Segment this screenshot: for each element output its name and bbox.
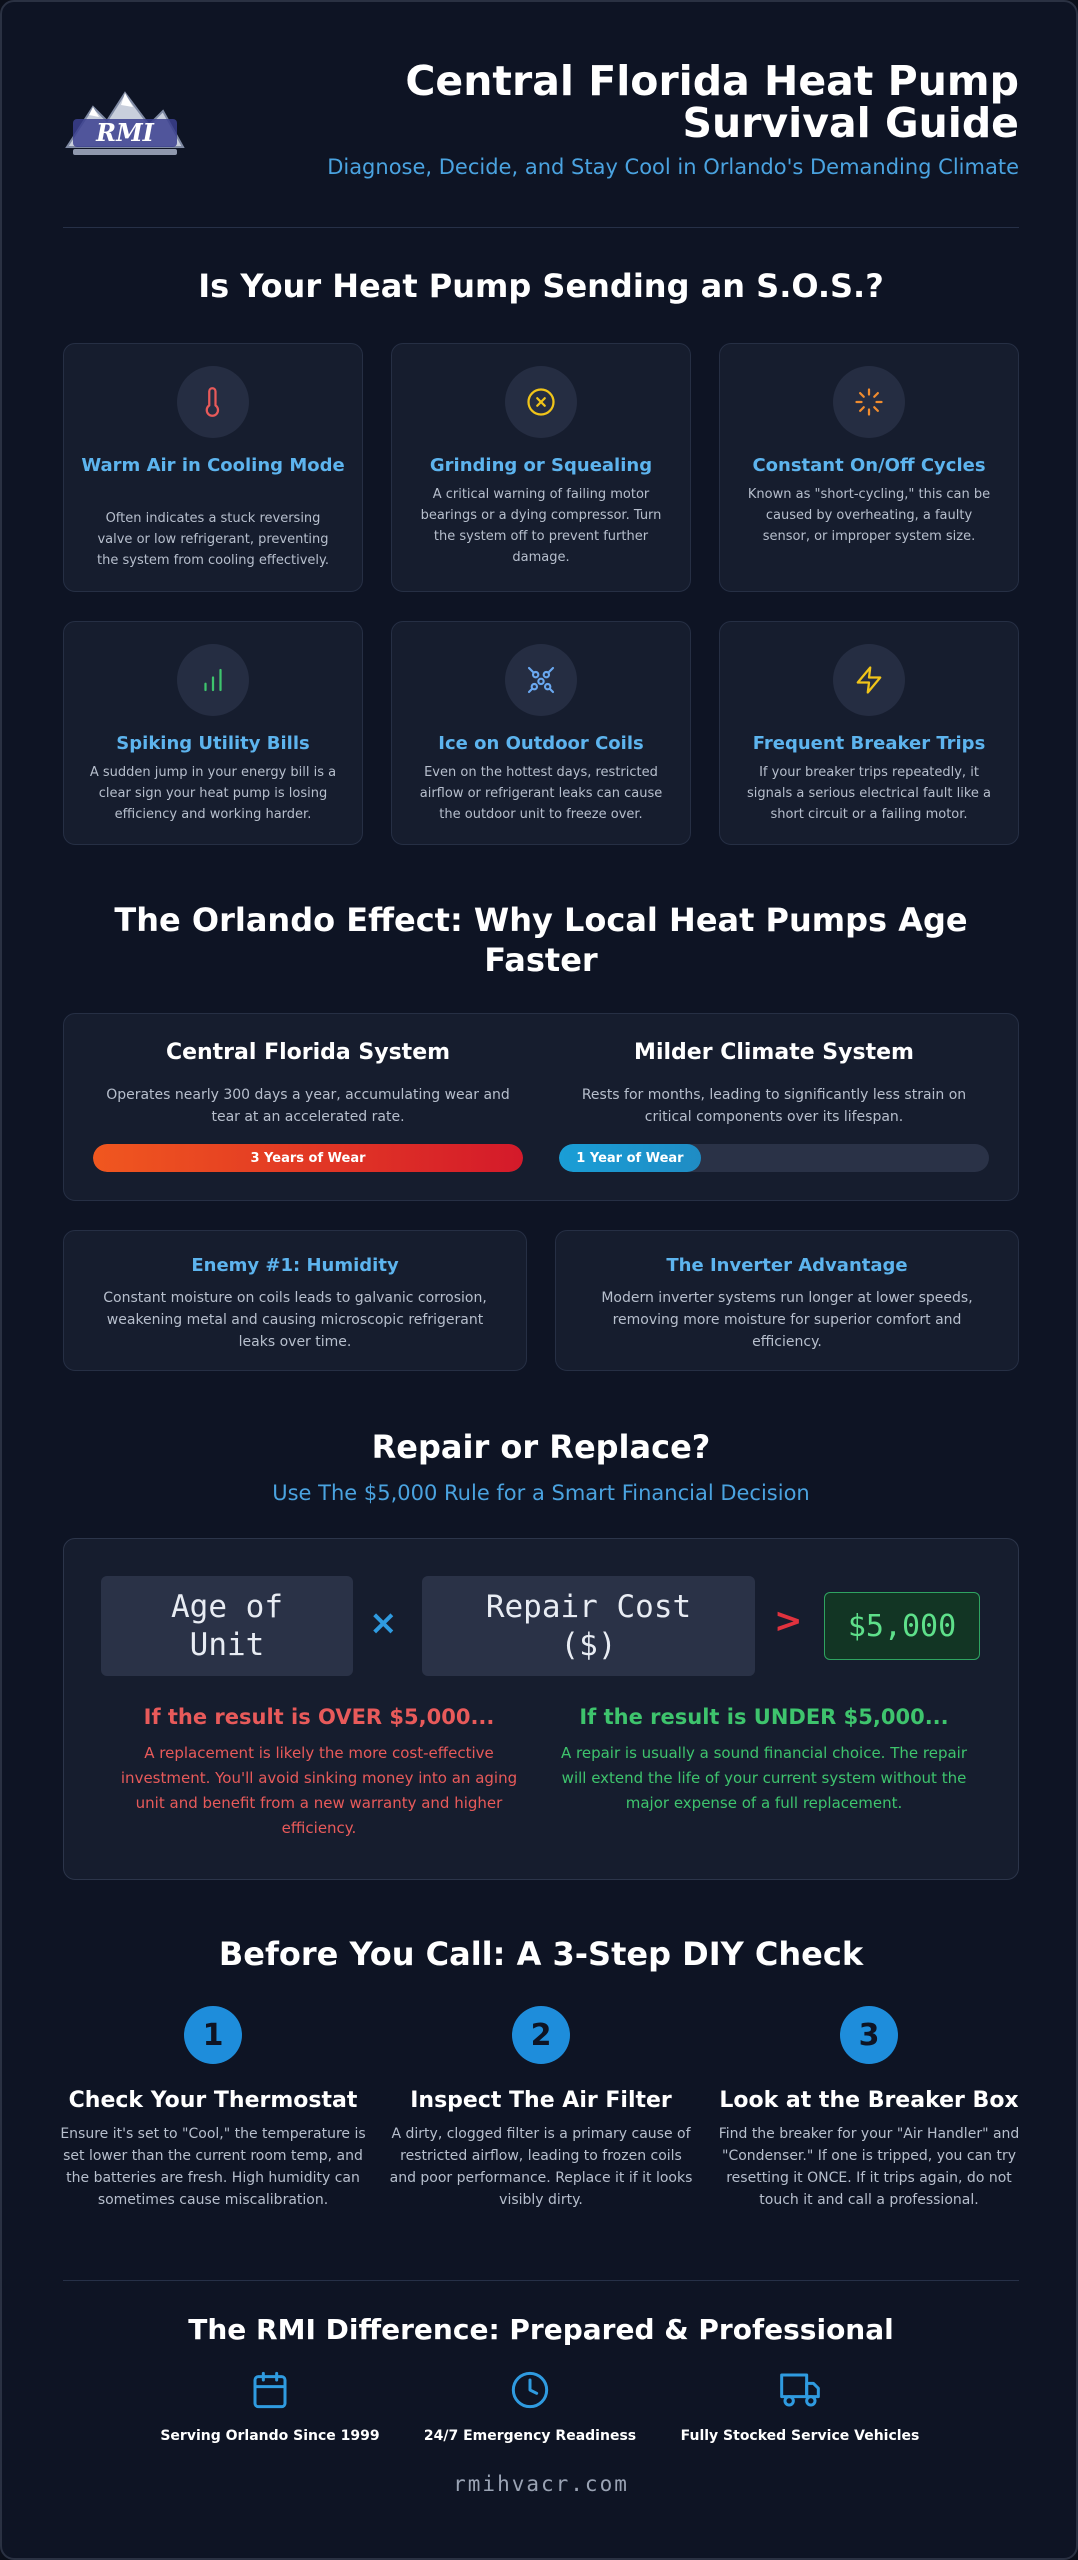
difference-label: Fully Stocked Service Vehicles [680,2428,920,2444]
over-result: If the result is OVER $5,000... A replac… [104,1705,534,1841]
step-title: Inspect The Air Filter [410,2088,672,2113]
snowflake-icon [505,644,577,716]
milder-wear-bar: 1 Year of Wear [559,1144,989,1172]
x-circle-icon [505,366,577,438]
symptom-description: If your breaker trips repeatedly, it sig… [747,765,991,822]
emergency-item: 24/7 Emergency Readiness [400,2370,660,2444]
threshold-box: $5,000 [824,1592,980,1660]
inverter-box: The Inverter Advantage Modern inverter s… [555,1230,1019,1371]
humidity-box: Enemy #1: Humidity Constant moisture on … [63,1230,527,1371]
rmi-logo: RMI [63,85,187,161]
vehicles-item: Fully Stocked Service Vehicles [670,2370,930,2444]
repair-subheading: Use The $5,000 Rule for a Smart Financia… [272,1481,810,1505]
symptom-title: Grinding or Squealing [429,455,653,476]
symptom-card: Ice on Outdoor Coils Even on the hottest … [391,621,691,845]
symptom-title: Frequent Breaker Trips [752,733,986,754]
symptom-title: Constant On/Off Cycles [752,455,986,476]
difference-heading: The RMI Difference: Prepared & Professio… [188,2313,894,2346]
symptom-title: Warm Air in Cooling Mode [81,455,345,476]
header: RMI Central Florida Heat Pump Survival G… [63,57,1019,197]
loader-icon [833,366,905,438]
under-title: If the result is UNDER $5,000... [579,1705,949,1729]
symptom-description: A sudden jump in your energy bill is a c… [89,765,337,822]
repair-heading: Repair or Replace? [371,1428,711,1466]
over-text: A replacement is likely the more cost-ef… [120,1744,518,1837]
symptom-description: Even on the hottest days, restricted air… [419,765,663,822]
divider [63,227,1019,228]
step-1: 1 Check Your Thermostat Ensure it's set … [53,2006,373,2211]
step-number: 1 [184,2006,242,2064]
page-subtitle: Diagnose, Decide, and Stay Cool in Orlan… [327,155,1019,179]
bar-chart-icon [177,644,249,716]
milder-wear-fill: 1 Year of Wear [559,1144,701,1172]
step-2: 2 Inspect The Air Filter A dirty, clogge… [381,2006,701,2211]
florida-title: Central Florida System [165,1040,451,1065]
symptom-card: Spiking Utility Bills A sudden jump in yo… [63,621,363,845]
diy-heading: Before You Call: A 3-Step DIY Check [218,1935,864,1973]
since-1999-item: Serving Orlando Since 1999 [140,2370,400,2444]
step-text: A dirty, clogged filter is a primary cau… [389,2126,693,2208]
symptom-card: Frequent Breaker Trips If your breaker tr… [719,621,1019,845]
milder-wear-label: 1 Year of Wear [576,1150,684,1166]
difference-label: 24/7 Emergency Readiness [423,2428,637,2444]
step-text: Ensure it's set to "Cool," the temperatu… [60,2126,366,2208]
multiply-sign: × [369,1603,398,1643]
symptom-description: A critical warning of failing motor bear… [420,487,662,565]
climate-comparison: Central Florida System Operates nearly 3… [63,1013,1019,1201]
step-title: Check Your Thermostat [68,2088,358,2113]
under-text: A repair is usually a sound financial ch… [560,1744,967,1812]
humidity-title: Enemy #1: Humidity [191,1255,399,1276]
age-of-unit-box: Age of Unit [101,1576,353,1676]
symptom-title: Spiking Utility Bills [116,733,310,754]
milder-title: Milder Climate System [634,1040,914,1065]
inverter-title: The Inverter Advantage [666,1255,908,1276]
lightning-icon [833,644,905,716]
milder-text: Rests for months, leading to significant… [581,1087,967,1125]
step-number: 2 [512,2006,570,2064]
difference-label: Serving Orlando Since 1999 [160,2428,380,2444]
step-number: 3 [840,2006,898,2064]
clock-icon [400,2370,660,2414]
symptom-title: Ice on Outdoor Coils [438,733,644,754]
inverter-text: Modern inverter systems run longer at lo… [601,1290,973,1350]
symptom-description: Known as "short-cycling," this can be ca… [747,487,991,544]
symptom-card: Warm Air in Cooling Mode Often indicates … [63,343,363,592]
under-result: If the result is UNDER $5,000... A repai… [549,1705,979,1816]
calendar-icon [140,2370,400,2414]
step-title: Look at the Breaker Box [719,2088,1019,2113]
step-3: 3 Look at the Breaker Box Find the break… [709,2006,1029,2211]
step-text: Find the breaker for your "Air Handler" … [718,2126,1020,2208]
svg-text:RMI: RMI [95,118,155,147]
florida-text: Operates nearly 300 days a year, accumul… [106,1087,510,1125]
truck-icon [670,2370,930,2414]
repair-cost-box: Repair Cost ($) [422,1576,755,1676]
symptom-description: Often indicates a stuck reversing valve … [97,511,329,568]
over-title: If the result is OVER $5,000... [143,1705,495,1729]
divider [63,2280,1019,2281]
greater-than-sign: > [774,1601,803,1641]
five-thousand-rule-box: Age of Unit × Repair Cost ($) > $5,000 I… [63,1538,1019,1880]
website-url[interactable]: rmihvacr.com [453,2472,629,2496]
florida-wear-bar: 3 Years of Wear [93,1144,523,1172]
symptom-card: Constant On/Off Cycles Known as "short-cy… [719,343,1019,592]
sos-heading: Is Your Heat Pump Sending an S.O.S.? [198,267,884,305]
florida-wear-fill: 3 Years of Wear [93,1144,523,1172]
humidity-text: Constant moisture on coils leads to galv… [103,1290,487,1350]
symptom-card: Grinding or Squealing A critical warning … [391,343,691,592]
thermometer-icon [177,366,249,438]
orlando-heading: The Orlando Effect: Why Local Heat Pumps… [114,901,968,979]
florida-wear-label: 3 Years of Wear [250,1150,366,1166]
page-title: Central Florida Heat Pump Survival Guide [405,57,1019,147]
